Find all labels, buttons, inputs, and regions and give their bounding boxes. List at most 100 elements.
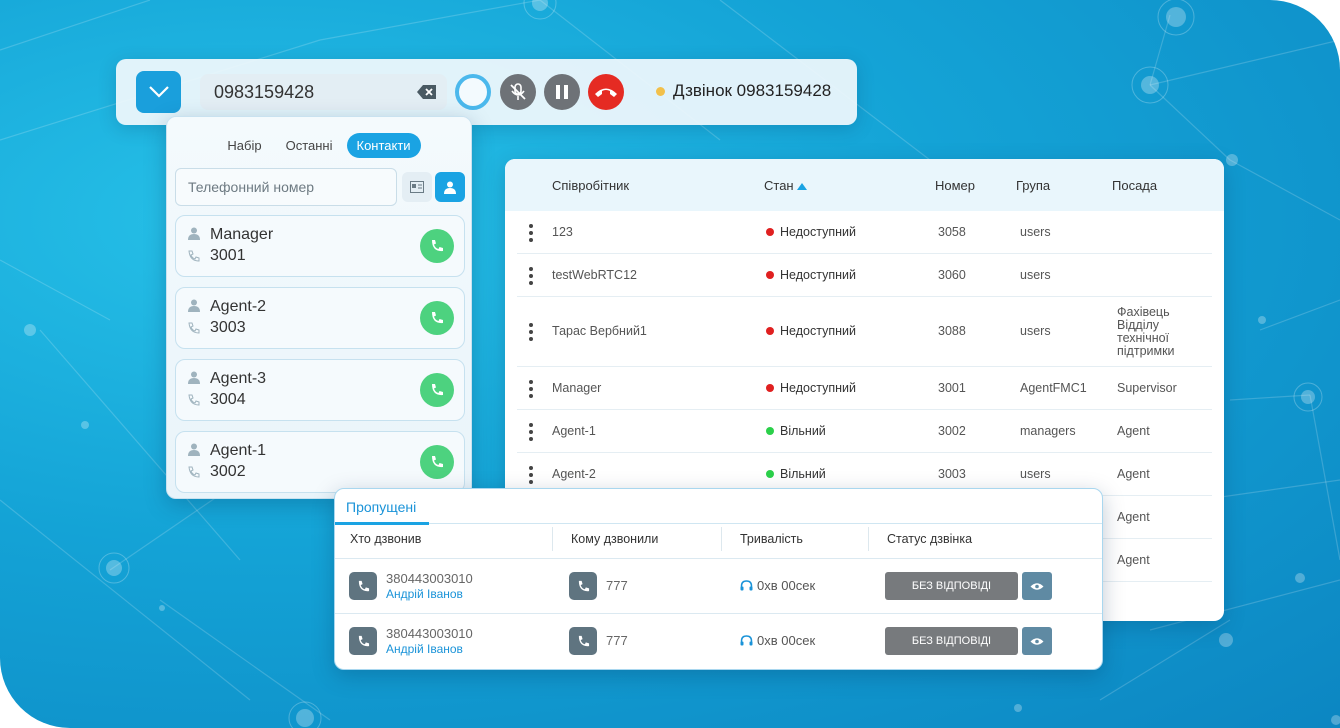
caller-number: 380443003010 — [386, 626, 473, 641]
phone-extension-icon — [188, 394, 200, 406]
table-row[interactable]: Manager Недоступний 3001 AgentFMC1 Super… — [517, 367, 1212, 410]
active-tab-indicator — [335, 522, 429, 525]
position-line: Фахівець — [1117, 305, 1170, 319]
employee-group: managers — [1020, 424, 1076, 438]
call-contact-button[interactable] — [420, 229, 454, 263]
table-row[interactable]: 380443003010 Андрій Іванов 777 0хв 00сек… — [335, 614, 1102, 668]
tab-recent[interactable]: Останні — [285, 138, 333, 153]
row-menu-button[interactable] — [529, 380, 533, 401]
employee-name: Agent-1 — [552, 424, 596, 438]
employee-position: Фахівець Відділу технічної підтримки — [1117, 306, 1175, 358]
caller-avatar — [349, 572, 377, 600]
employee-group: users — [1020, 467, 1051, 481]
employee-group: users — [1020, 268, 1051, 282]
phone-icon — [432, 240, 443, 252]
headset-icon — [740, 634, 753, 645]
employee-group: users — [1020, 324, 1051, 338]
employee-name: testWebRTC12 — [552, 268, 637, 282]
contact-extension: 3001 — [210, 247, 246, 264]
view-details-button[interactable] — [1022, 627, 1052, 655]
phone-icon — [432, 312, 443, 324]
mute-button[interactable] — [500, 74, 536, 110]
row-menu-button[interactable] — [529, 323, 533, 344]
phone-extension-icon — [188, 250, 200, 262]
chevron-down-icon — [148, 86, 169, 98]
dial-number-input[interactable]: 0983159428 — [200, 74, 447, 110]
employee-position: Agent — [1117, 424, 1150, 438]
contact-card[interactable]: Agent-3 3004 — [175, 359, 465, 421]
table-row[interactable]: Agent-1 Вільний 3002 managers Agent — [517, 410, 1212, 453]
caller-name-link[interactable]: Андрій Іванов — [386, 642, 463, 656]
table-row[interactable]: 380443003010 Андрій Іванов 777 0хв 00сек… — [335, 559, 1102, 613]
caller-name-link[interactable]: Андрій Іванов — [386, 587, 463, 601]
contact-card[interactable]: Agent-1 3002 — [175, 431, 465, 493]
contact-name: Agent-1 — [210, 442, 267, 459]
callee-number: 777 — [606, 578, 628, 593]
contact-extension: 3003 — [210, 319, 246, 336]
row-menu-button[interactable] — [529, 224, 533, 245]
contact-card[interactable]: Manager 3001 — [175, 215, 465, 277]
call-status-button[interactable]: БЕЗ ВІДПОВІДІ — [885, 627, 1018, 655]
view-details-button[interactable] — [1022, 572, 1052, 600]
status-badge: Вільний — [766, 424, 826, 438]
row-divider — [335, 558, 1102, 559]
status-dot — [766, 470, 774, 478]
col-callee: Кому дзвонили — [571, 532, 659, 546]
table-row[interactable]: testWebRTC12 Недоступний 3060 users — [517, 254, 1212, 297]
call-contact-button[interactable] — [420, 301, 454, 335]
phone-icon — [358, 635, 369, 646]
call-contact-button[interactable] — [420, 373, 454, 407]
col-employee[interactable]: Співробітник — [552, 178, 630, 193]
phone-icon — [432, 456, 443, 468]
collapse-button[interactable] — [136, 71, 181, 113]
phone-extension-icon — [188, 322, 200, 334]
row-menu-button[interactable] — [529, 423, 533, 444]
contacts-tabs: Набір Останні Контакти — [167, 133, 471, 158]
employee-number: 3060 — [938, 268, 966, 282]
dial-number-value: 0983159428 — [214, 82, 315, 102]
status-text: Недоступний — [780, 268, 856, 282]
person-icon — [188, 443, 200, 456]
tabs-divider — [429, 523, 1102, 524]
employee-number: 3088 — [938, 324, 966, 338]
employee-number: 3003 — [938, 467, 966, 481]
row-menu-button[interactable] — [529, 466, 533, 487]
call-contact-button[interactable] — [420, 445, 454, 479]
tab-dial[interactable]: Набір — [227, 138, 262, 153]
callee-avatar — [569, 627, 597, 655]
status-dot — [766, 427, 774, 435]
tab-contacts[interactable]: Контакти — [346, 133, 421, 158]
row-menu-button[interactable] — [529, 267, 533, 288]
person-icon — [188, 299, 200, 312]
call-duration-text: 0хв 00сек — [757, 578, 816, 593]
table-row[interactable]: 123 Недоступний 3058 users — [517, 211, 1212, 254]
call-toolbar: 0983159428 Дзвінок 0983159428 — [116, 59, 857, 125]
contacts-filter-button[interactable] — [435, 172, 465, 202]
col-number[interactable]: Номер — [935, 178, 976, 193]
hangup-button[interactable] — [588, 74, 624, 110]
hold-button[interactable] — [544, 74, 580, 110]
phone-icon — [358, 580, 369, 591]
status-text: Вільний — [780, 467, 826, 481]
backspace-icon[interactable] — [417, 84, 437, 100]
employee-position: Agent — [1117, 553, 1150, 567]
caller-avatar — [349, 627, 377, 655]
col-state[interactable]: Стан — [764, 178, 808, 193]
table-row[interactable]: Тарас Вербний1 Недоступний 3088 users Фа… — [517, 297, 1212, 367]
headset-icon — [740, 579, 753, 590]
address-book-button[interactable] — [402, 172, 432, 202]
record-button[interactable] — [455, 74, 491, 110]
phone-extension-icon — [188, 466, 200, 478]
tab-missed[interactable]: Пропущені — [346, 499, 417, 515]
status-badge: Недоступний — [766, 324, 856, 338]
contact-card[interactable]: Agent-2 3003 — [175, 287, 465, 349]
col-position[interactable]: Посада — [1112, 178, 1158, 193]
status-dot — [766, 384, 774, 392]
employee-position: Supervisor — [1117, 381, 1177, 395]
call-duration: 0хв 00сек — [740, 633, 815, 648]
col-group[interactable]: Група — [1016, 178, 1051, 193]
employee-group: AgentFMC1 — [1020, 381, 1087, 395]
phone-search-input[interactable]: Телефонний номер — [175, 168, 397, 206]
position-line: Відділу — [1117, 318, 1160, 332]
call-status-button[interactable]: БЕЗ ВІДПОВІДІ — [885, 572, 1018, 600]
